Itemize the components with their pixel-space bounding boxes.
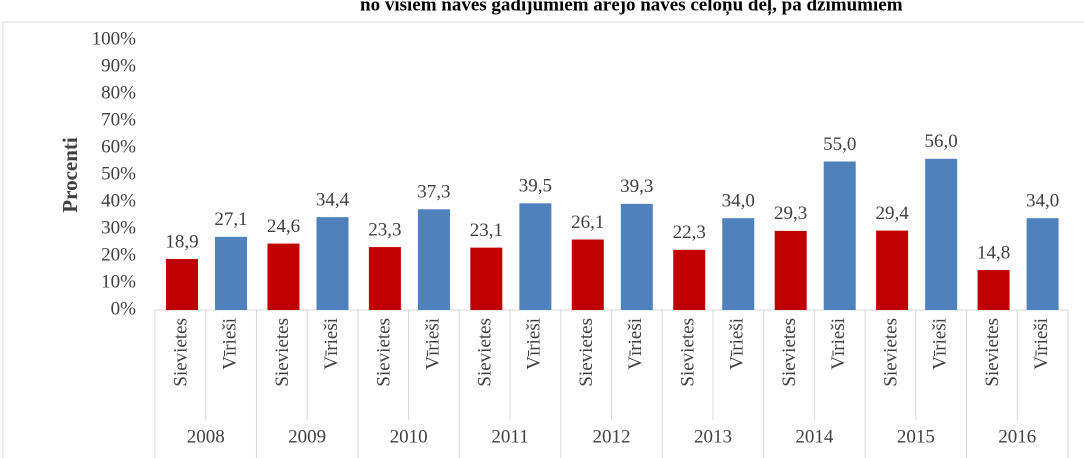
x-group-label: 2016: [998, 426, 1036, 447]
y-tick-label: 90%: [101, 55, 136, 76]
bar: [316, 217, 349, 310]
chart-title: no visiem nāves gadījumiem ārējo nāves c…: [360, 0, 903, 15]
y-tick-label: 60%: [101, 136, 136, 157]
y-tick-label: 20%: [101, 244, 136, 265]
y-axis-label: Procenti: [58, 137, 82, 213]
bar: [722, 218, 755, 310]
bar: [519, 203, 552, 310]
y-tick-label: 30%: [101, 217, 136, 238]
x-tick-label: Sievietes: [170, 318, 191, 387]
x-group-label: 2009: [288, 426, 326, 447]
chart-frame: [2, 21, 1084, 458]
x-tick-label: Vīrieši: [727, 318, 748, 370]
data-label: 34,0: [1026, 191, 1059, 212]
data-label: 26,1: [571, 212, 604, 233]
data-label: 56,0: [925, 131, 958, 152]
x-tick-label: Sievietes: [678, 318, 699, 387]
data-label: 29,3: [774, 203, 807, 224]
data-label: 18,9: [165, 231, 198, 252]
data-label: 55,0: [823, 134, 856, 155]
bar: [470, 247, 503, 310]
data-label: 34,0: [722, 191, 755, 212]
y-tick-label: 0%: [111, 298, 137, 319]
bar: [925, 158, 958, 310]
data-label: 23,1: [470, 220, 503, 241]
x-group-label: 2015: [897, 426, 935, 447]
x-tick-label: Sievietes: [982, 318, 1003, 387]
x-tick-label: Vīrieši: [219, 318, 240, 370]
x-tick-label: Vīrieši: [625, 318, 646, 370]
data-label: 22,3: [673, 222, 706, 243]
x-tick-label: Sievietes: [880, 318, 901, 387]
bar: [620, 203, 653, 310]
x-tick-label: Sievietes: [779, 318, 800, 387]
x-group-label: 2010: [390, 426, 428, 447]
x-tick-label: Sievietes: [373, 318, 394, 387]
bar: [571, 239, 604, 310]
x-group-label: 2008: [187, 426, 225, 447]
data-label: 27,1: [214, 209, 247, 230]
bar: [1026, 218, 1059, 310]
x-group-label: 2012: [593, 426, 631, 447]
bar: [166, 258, 199, 310]
y-tick-label: 70%: [101, 109, 136, 130]
x-tick-label: Sievietes: [475, 318, 496, 387]
bar: [267, 243, 300, 310]
data-label: 34,4: [316, 189, 350, 210]
bar: [215, 236, 248, 310]
x-group-label: 2011: [491, 426, 528, 447]
data-label: 39,3: [620, 176, 653, 197]
y-tick-label: 80%: [101, 82, 136, 103]
data-label: 29,4: [875, 203, 909, 224]
bar: [417, 209, 450, 310]
x-tick-label: Vīrieši: [422, 318, 443, 370]
x-tick-label: Vīrieši: [828, 318, 849, 370]
x-tick-label: Vīrieši: [321, 318, 342, 370]
data-label: 23,3: [368, 219, 401, 240]
data-label: 39,5: [519, 176, 552, 197]
y-tick-label: 40%: [101, 190, 136, 211]
y-tick-label: 50%: [101, 163, 136, 184]
data-label: 14,8: [977, 242, 1010, 263]
bar: [977, 270, 1010, 310]
x-tick-label: Sievietes: [272, 318, 293, 387]
bar: [673, 249, 706, 310]
data-label: 24,6: [267, 216, 300, 237]
data-label: 37,3: [417, 182, 450, 203]
x-tick-label: Vīrieši: [930, 318, 951, 370]
bar: [876, 230, 909, 310]
x-tick-label: Sievietes: [576, 318, 597, 387]
y-tick-label: 100%: [92, 28, 137, 49]
x-group-label: 2013: [694, 426, 732, 447]
bar: [774, 230, 807, 310]
x-tick-label: Vīrieši: [524, 318, 545, 370]
y-tick-label: 10%: [101, 271, 136, 292]
x-tick-label: Vīrieši: [1031, 318, 1052, 370]
x-group-label: 2014: [795, 426, 834, 447]
bar: [823, 161, 856, 310]
bar: [368, 247, 401, 310]
